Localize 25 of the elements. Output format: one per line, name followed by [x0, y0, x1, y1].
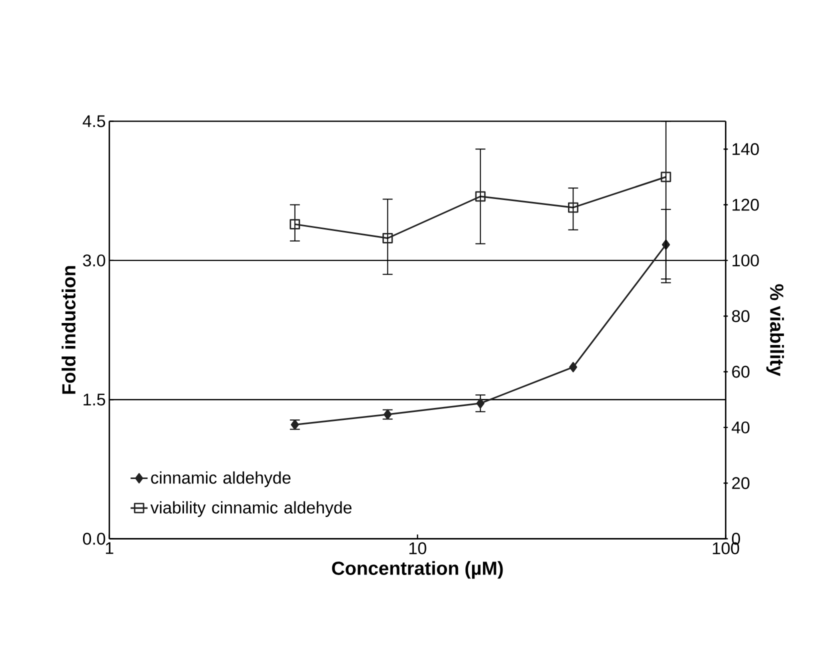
legend-label: viability cinnamic aldehyde	[150, 501, 352, 517]
x-axis-title: Concentration (µM)	[332, 561, 503, 579]
y2-tick-label: 120	[732, 198, 759, 211]
point	[660, 172, 672, 182]
y2-tick-label: 140	[732, 143, 759, 156]
y-tick-label: 3.0	[82, 254, 106, 266]
point	[290, 219, 300, 230]
point	[569, 362, 578, 372]
y-axis-title: Fold induction	[62, 266, 76, 394]
y-tick-label: 0.0	[83, 532, 106, 545]
y-tick-label: 1.5	[84, 394, 106, 406]
point	[476, 398, 484, 408]
y2-tick-label: 20	[732, 477, 750, 490]
y2-tick-label: 100	[732, 254, 759, 266]
point	[382, 232, 393, 244]
y-tick-label: 4.5	[82, 115, 106, 128]
y2-tick-label: 40	[732, 421, 750, 434]
y2-tick-label: 60	[732, 366, 750, 378]
point	[475, 191, 486, 202]
x-tick-label: 1	[106, 542, 114, 554]
y2-axis-title: % viability	[766, 284, 784, 376]
legend-label: cinnamic aldehyde	[151, 471, 291, 488]
y2-tick-label: 80	[732, 310, 750, 322]
point	[568, 202, 578, 213]
x-tick-label: 10	[409, 542, 426, 554]
